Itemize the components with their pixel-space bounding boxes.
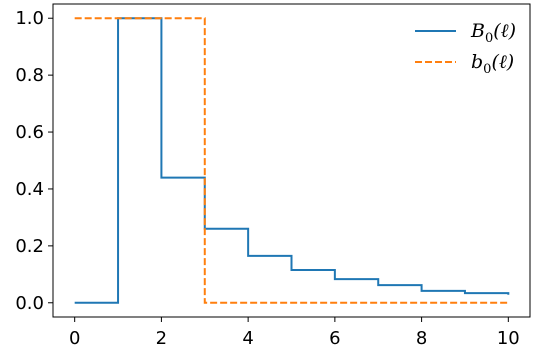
y-axis: 0.0 0.2 0.4 0.6 0.8 1.0 xyxy=(15,8,53,314)
y-tick-label: 0.6 xyxy=(15,122,44,143)
x-tick-label: 0 xyxy=(69,328,80,349)
y-tick-label: 0.2 xyxy=(15,236,44,257)
legend-label-subscript: 0 xyxy=(483,62,491,77)
legend-label-main: b xyxy=(471,51,483,73)
series-layer xyxy=(74,17,510,304)
legend-label-main: B xyxy=(470,20,485,42)
x-axis: 0 2 4 6 8 10 xyxy=(69,317,520,349)
x-tick-label: 8 xyxy=(416,328,427,349)
legend-label-1: b0(ℓ) xyxy=(471,51,514,77)
legend-label-subscript: 0 xyxy=(485,31,493,46)
plot-area xyxy=(52,3,531,318)
legend: B0(ℓ)b0(ℓ) xyxy=(415,20,516,77)
legend-label-argument: (ℓ) xyxy=(493,20,516,42)
y-tick-label: 0.0 xyxy=(15,293,44,314)
y-tick-label: 0.4 xyxy=(15,179,44,200)
y-tick-label: 0.8 xyxy=(15,65,44,86)
x-tick-label: 4 xyxy=(242,328,253,349)
x-tick-label: 10 xyxy=(497,328,520,349)
legend-label-0: B0(ℓ) xyxy=(470,20,516,46)
x-tick-label: 2 xyxy=(156,328,167,349)
series-line-0 xyxy=(74,17,510,304)
y-tick-label: 1.0 xyxy=(15,8,44,29)
x-tick-label: 6 xyxy=(329,328,340,349)
legend-label-argument: (ℓ) xyxy=(491,51,514,73)
axes-frame xyxy=(52,3,531,318)
